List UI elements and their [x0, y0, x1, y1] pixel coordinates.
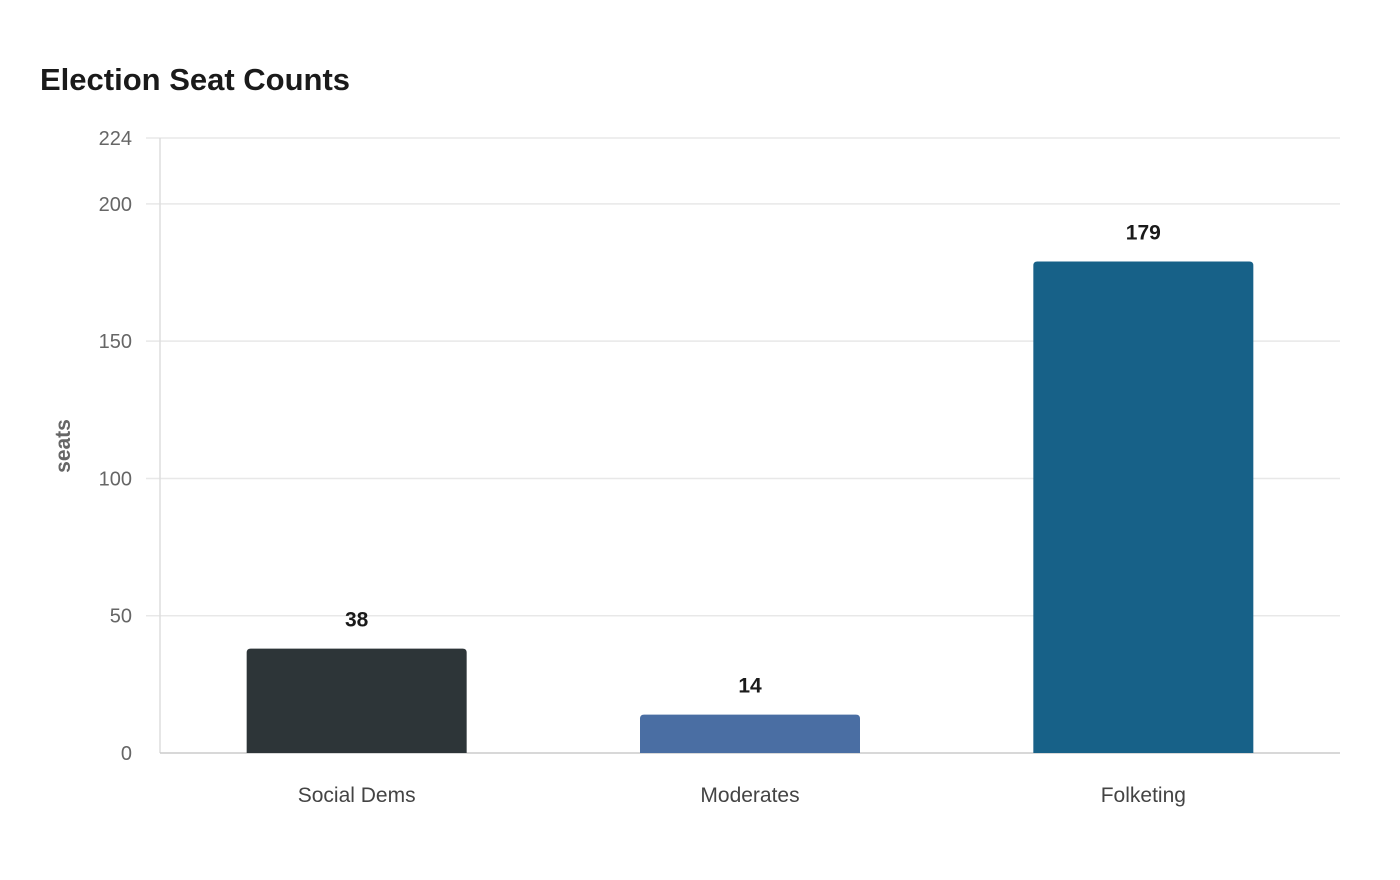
y-tick-label: 224 [99, 128, 132, 150]
x-tick-label: Social Dems [298, 784, 416, 807]
x-tick-label: Moderates [700, 784, 799, 807]
bar-value-label: 38 [345, 609, 369, 632]
y-tick-label: 100 [99, 468, 132, 490]
chart-title: Election Seat Counts [40, 62, 351, 97]
bar-moderates [640, 714, 860, 753]
x-tick-label: Folketing [1101, 784, 1186, 807]
bars [246, 261, 1254, 753]
y-tick-label: 0 [121, 743, 132, 765]
y-tick-label: 200 [99, 194, 132, 216]
bar-social-dems [246, 648, 467, 753]
data-labels: 38 14 179 [345, 222, 1161, 698]
y-tick-labels: 0 50 100 150 200 224 [99, 128, 132, 765]
bar-value-label: 14 [738, 675, 762, 698]
bar-folketing [1033, 261, 1254, 753]
y-axis-title: seats [52, 419, 75, 473]
bar-value-label: 179 [1126, 222, 1161, 245]
y-tick-label: 150 [99, 331, 132, 353]
y-tick-label: 50 [110, 606, 132, 628]
x-tick-labels: Social Dems Moderates Folketing [298, 784, 1186, 807]
